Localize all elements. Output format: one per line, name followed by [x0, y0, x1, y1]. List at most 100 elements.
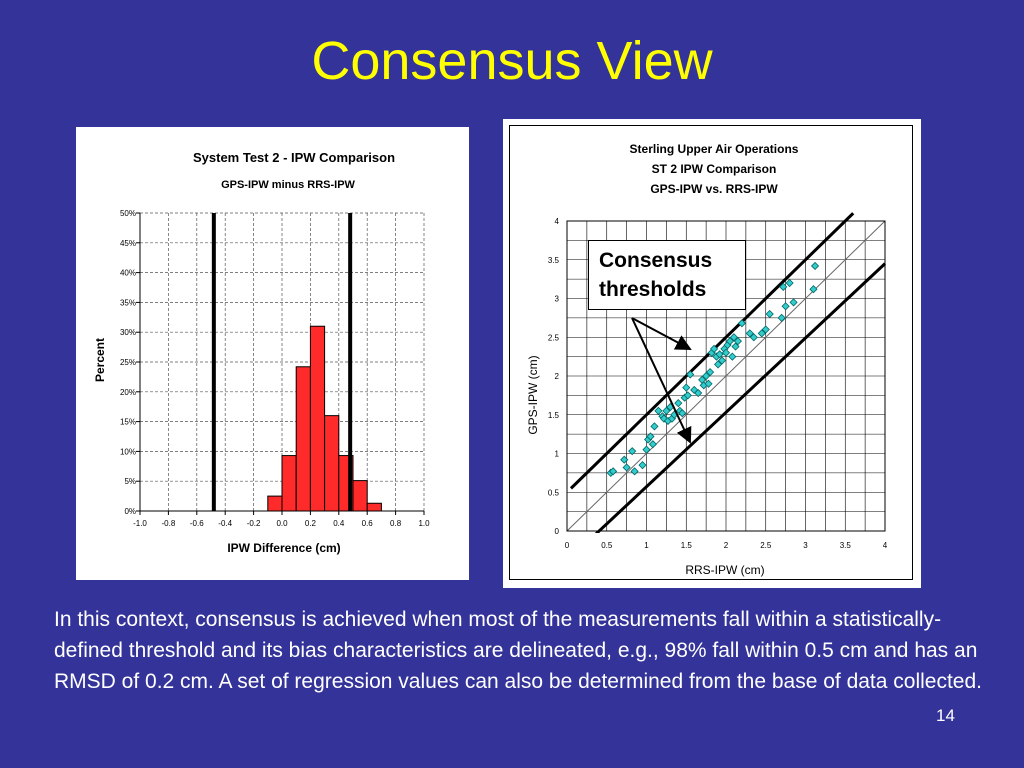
histogram-bar: [267, 495, 283, 512]
scatter-point: [694, 388, 703, 398]
histogram-bar: [295, 366, 311, 512]
scatter-point: [728, 352, 737, 361]
scatter-x-tick-label: 0: [565, 541, 570, 550]
histogram-x-tick-label: -1.0: [133, 519, 147, 528]
scatter-ylabel: GPS-IPW (cm): [526, 355, 540, 434]
scatter-x-tick-label: 1: [644, 541, 649, 550]
histogram-y-tick-label: 45%: [120, 239, 136, 248]
histogram-subtitle: GPS-IPW minus RRS-IPW: [221, 179, 355, 191]
scatter-point: [674, 399, 683, 408]
scatter-point: [765, 309, 774, 319]
scatter-y-tick-label: 2.5: [548, 333, 560, 342]
histogram-x-tick-label: -0.6: [190, 519, 204, 528]
scatter-plot-area: [566, 220, 886, 532]
scatter-panel: Sterling Upper Air Operations ST 2 IPW C…: [503, 119, 921, 588]
scatter-y-tick-label: 4: [555, 217, 560, 226]
scatter-point: [809, 285, 818, 294]
scatter-chart: Sterling Upper Air Operations ST 2 IPW C…: [526, 142, 888, 577]
histogram-bar: [309, 325, 326, 512]
histogram-ylabel: Percent: [93, 338, 107, 382]
scatter-point: [729, 333, 739, 342]
scatter-point: [785, 278, 794, 288]
scatter-point: [749, 333, 758, 342]
histogram-y-tick-label: 20%: [120, 388, 136, 397]
scatter-point: [638, 461, 647, 470]
scatter-point: [682, 383, 691, 392]
scatter-x-tick-label: 1.5: [681, 541, 693, 550]
scatter-y-tick-label: 2: [555, 372, 560, 381]
scatter-x-tick-label: 2: [724, 541, 729, 550]
scatter-point: [704, 379, 713, 388]
histogram-chart: System Test 2 - IPW Comparison GPS-IPW m…: [93, 150, 430, 555]
scatter-y-tick-label: 0.5: [548, 488, 560, 497]
scatter-point: [737, 319, 746, 328]
histogram-x-tick-label: 0.2: [305, 519, 317, 528]
scatter-point: [731, 342, 740, 351]
scatter-point: [781, 302, 790, 311]
histogram-y-tick-label: 25%: [120, 358, 136, 367]
scatter-point: [609, 467, 618, 476]
histogram-y-tick-label: 0%: [124, 507, 136, 516]
scatter-x-tick-label: 3.5: [840, 541, 852, 550]
scatter-point: [648, 440, 657, 449]
scatter-xlabel: RRS-IPW (cm): [685, 563, 764, 577]
scatter-y-tick-label: 3: [555, 295, 560, 304]
histogram-y-tick-label: 5%: [124, 477, 136, 486]
histogram-x-tick-label: 0.8: [390, 519, 402, 528]
consensus-thresholds-callout: Consensus thresholds: [588, 240, 746, 310]
scatter-x-tick-label: 4: [883, 541, 888, 550]
scatter-point: [717, 356, 727, 365]
histogram-y-tick-label: 40%: [120, 269, 136, 278]
scatter-point: [810, 261, 820, 271]
scatter-point: [777, 313, 786, 322]
slide-title: Consensus View: [311, 31, 713, 91]
histogram-x-tick-label: 0.6: [362, 519, 374, 528]
scatter-point: [789, 298, 798, 307]
scatter-y-tick-label: 1: [555, 450, 560, 459]
scatter-point: [642, 445, 651, 454]
histogram-bar: [281, 455, 297, 512]
scatter-x-tick-label: 3: [803, 541, 808, 550]
scatter-point: [630, 467, 639, 476]
scatter-one-to-one-line: [566, 220, 886, 532]
scatter-subtitle-1: ST 2 IPW Comparison: [652, 162, 777, 176]
histogram-x-tick-label: 1.0: [418, 519, 430, 528]
scatter-point: [622, 463, 631, 472]
histogram-y-tick-label: 15%: [120, 418, 136, 427]
scatter-subtitle-2: GPS-IPW vs. RRS-IPW: [650, 182, 778, 196]
scatter-threshold-line: [594, 262, 887, 533]
scatter-point: [702, 371, 711, 381]
histogram-x-tick-label: -0.2: [247, 519, 261, 528]
scatter-point: [620, 455, 629, 464]
scatter-point: [725, 337, 735, 346]
histogram-x-tick-label: -0.4: [218, 519, 232, 528]
histogram-bar: [352, 480, 368, 512]
histogram-y-tick-label: 35%: [120, 298, 136, 307]
histogram-bar: [366, 502, 382, 512]
scatter-y-tick-label: 3.5: [548, 256, 560, 265]
histogram-y-tick-label: 10%: [120, 447, 136, 456]
body-text: In this context, consensus is achieved w…: [54, 608, 982, 693]
scatter-point: [745, 329, 754, 338]
scatter-point: [713, 360, 723, 369]
scatter-point: [686, 370, 695, 379]
scatter-point: [706, 368, 715, 377]
scatter-point: [628, 447, 637, 456]
scatter-point: [757, 329, 766, 338]
histogram-x-tick-label: 0.4: [333, 519, 345, 528]
histogram-x-tick-label: -0.8: [162, 519, 176, 528]
scatter-y-tick-label: 1.5: [548, 411, 560, 420]
scatter-point: [654, 406, 663, 415]
histogram-xlabel: IPW Difference (cm): [227, 541, 340, 555]
histogram-title: System Test 2 - IPW Comparison: [193, 150, 395, 165]
scatter-point: [650, 422, 659, 431]
scatter-x-tick-label: 0.5: [601, 541, 613, 550]
scatter-title: Sterling Upper Air Operations: [630, 142, 799, 156]
scatter-frame: [509, 125, 913, 580]
scatter-y-tick-label: 0: [555, 527, 560, 536]
scatter-point: [761, 325, 770, 334]
histogram-y-tick-label: 30%: [120, 328, 136, 337]
scatter-x-tick-label: 2.5: [760, 541, 772, 550]
scatter-point: [715, 350, 724, 359]
histogram-x-tick-label: 0.0: [276, 519, 288, 528]
